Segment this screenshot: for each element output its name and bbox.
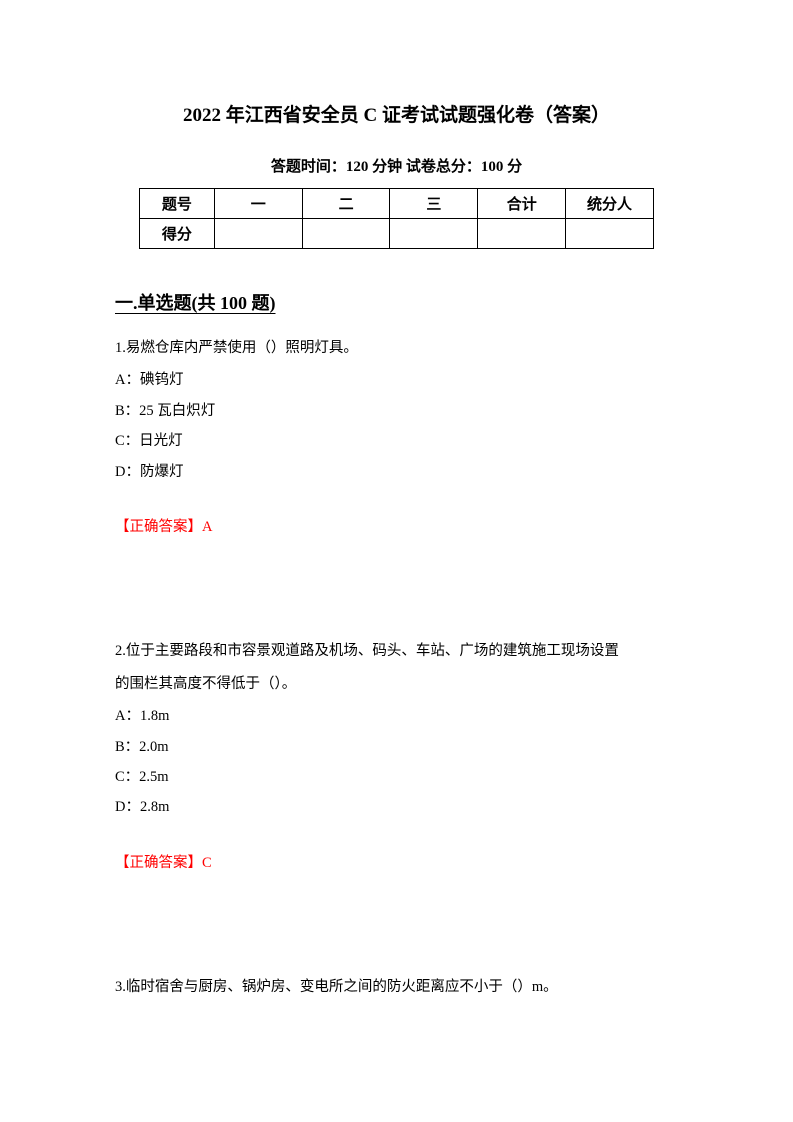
score-cell-3 xyxy=(390,219,478,249)
exam-title: 2022 年江西省安全员 C 证考试试题强化卷（答案） xyxy=(115,100,678,127)
header-cell-label: 题号 xyxy=(140,189,215,219)
score-cell-scorer xyxy=(566,219,654,249)
score-cell-total xyxy=(478,219,566,249)
option-c: C：2.5m xyxy=(115,762,678,792)
question-3-text: 3.临时宿舍与厨房、锅炉房、变电所之间的防火距离应不小于（）m。 xyxy=(115,972,678,1002)
question-2: 2.位于主要路段和市容景观道路及机场、码头、车站、广场的建筑施工现场设置 的围栏… xyxy=(115,636,678,872)
question-1: 1.易燃仓库内严禁使用（）照明灯具。 A：碘钨灯 B：25 瓦白炽灯 C：日光灯… xyxy=(115,333,678,536)
score-cell-label: 得分 xyxy=(140,219,215,249)
header-cell-2: 二 xyxy=(302,189,390,219)
header-cell-1: 一 xyxy=(214,189,302,219)
table-row: 得分 xyxy=(140,219,654,249)
question-text-line1: 2.位于主要路段和市容景观道路及机场、码头、车站、广场的建筑施工现场设置 xyxy=(115,636,678,666)
question-text: 1.易燃仓库内严禁使用（）照明灯具。 xyxy=(115,333,678,363)
table-row: 题号 一 二 三 合计 统分人 xyxy=(140,189,654,219)
header-cell-total: 合计 xyxy=(478,189,566,219)
score-table: 题号 一 二 三 合计 统分人 得分 xyxy=(139,188,654,249)
answer-2: 【正确答案】C xyxy=(115,851,678,872)
question-text-line2: 的围栏其高度不得低于（）。 xyxy=(115,669,678,699)
option-b: B：25 瓦白炽灯 xyxy=(115,396,678,426)
option-d: D：2.8m xyxy=(115,792,678,822)
score-cell-1 xyxy=(214,219,302,249)
header-cell-3: 三 xyxy=(390,189,478,219)
header-cell-scorer: 统分人 xyxy=(566,189,654,219)
option-b: B：2.0m xyxy=(115,732,678,762)
option-a: A：1.8m xyxy=(115,701,678,731)
option-c: C：日光灯 xyxy=(115,426,678,456)
score-cell-2 xyxy=(302,219,390,249)
option-d: D：防爆灯 xyxy=(115,457,678,487)
section-heading: 一.单选题(共 100 题) xyxy=(115,289,678,315)
answer-1: 【正确答案】A xyxy=(115,515,678,536)
exam-subtitle: 答题时间：120 分钟 试卷总分：100 分 xyxy=(115,155,678,176)
option-a: A：碘钨灯 xyxy=(115,365,678,395)
